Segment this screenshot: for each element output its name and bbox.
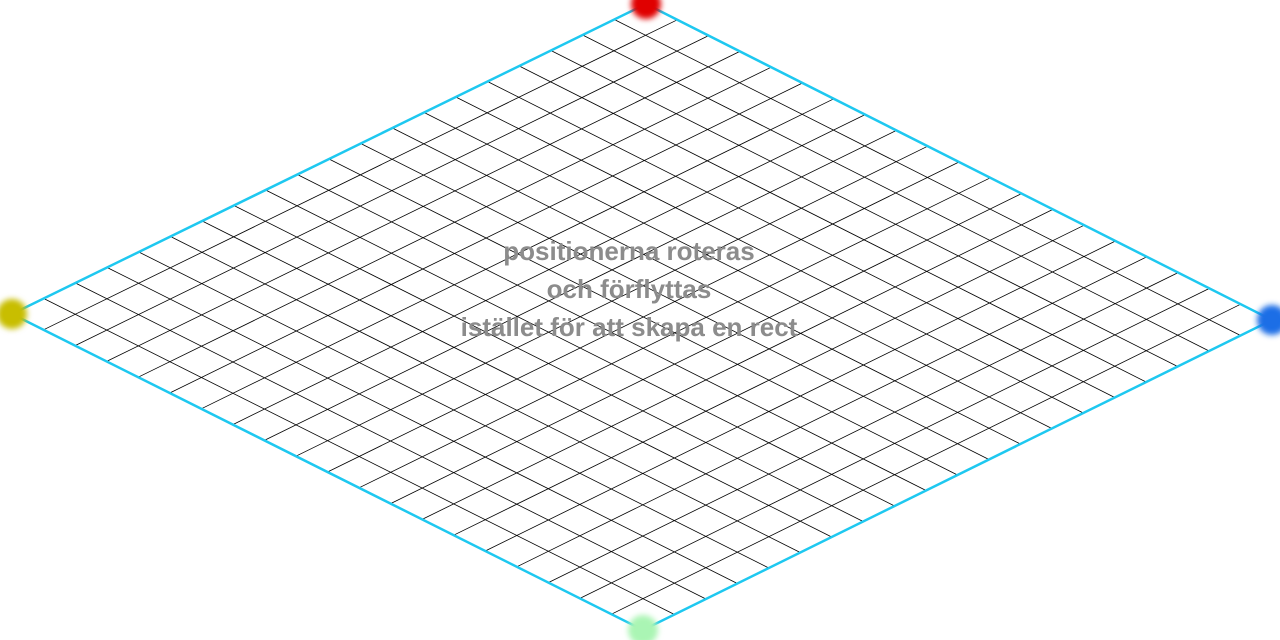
grid-line [485,240,1116,552]
grid-line [453,224,1085,536]
grid-line [358,177,991,489]
grid-line [487,81,1115,398]
grid-line [582,34,1210,352]
grid-line [327,161,960,473]
grid-line [421,209,1054,520]
grid-line [392,127,1021,445]
left-corner-handle[interactable] [0,299,27,329]
grid-line [550,50,1178,367]
bottom-corner-handle[interactable] [628,615,658,640]
top-corner-handle[interactable] [631,0,661,19]
grid-line [579,288,1210,599]
grid-line [390,193,1022,504]
grid-line [516,256,1147,568]
grid-line [360,143,990,460]
grid-line [548,272,1179,583]
grid-lines [43,19,1241,615]
right-corner-handle[interactable] [1257,305,1280,335]
grid-line [455,96,1084,414]
grid-line [519,65,1147,383]
grid-line [423,112,1053,429]
grid-line [611,303,1241,615]
grid-line [614,19,1241,336]
